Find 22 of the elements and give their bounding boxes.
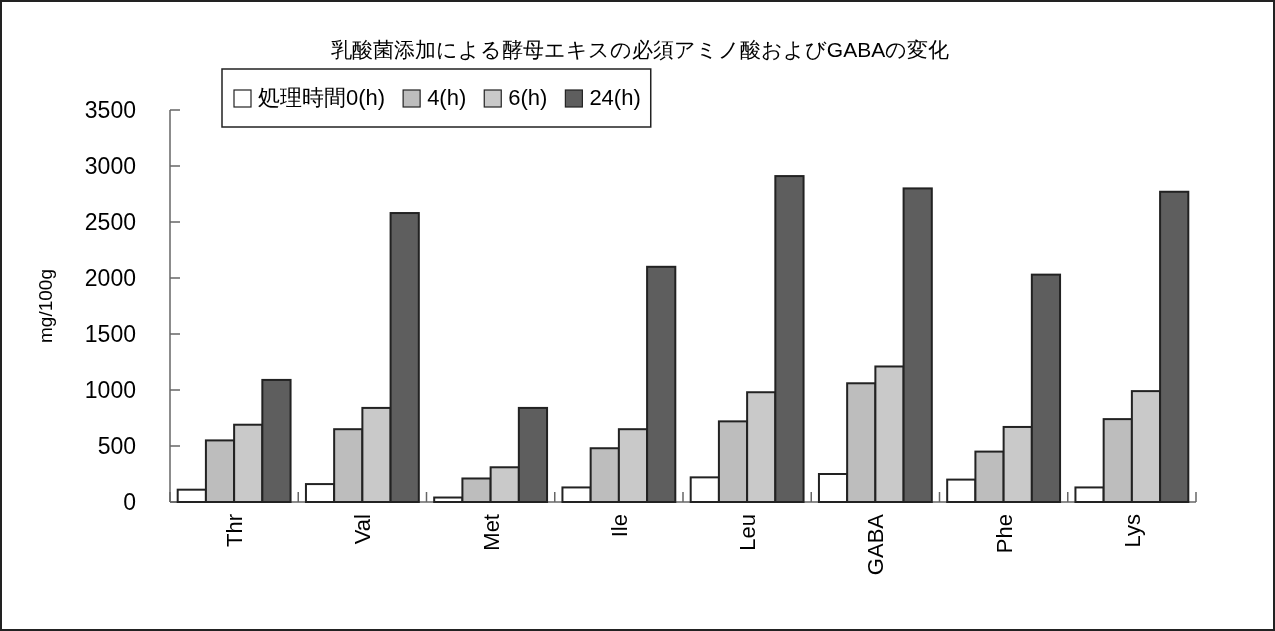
x-tick-label: Leu <box>735 514 761 551</box>
x-tick-label: Lys <box>1119 514 1145 548</box>
x-tick-label: Phe <box>991 514 1017 554</box>
y-tick-label: 1500 <box>84 321 136 347</box>
legend-label: 6(h) <box>508 85 548 110</box>
y-tick-label: 0 <box>123 489 136 515</box>
y-tick-label: 3500 <box>84 97 136 123</box>
y-tick-label: 2500 <box>84 209 136 235</box>
x-tick-label: Thr <box>222 514 248 547</box>
legend-label: 処理時間0(h) <box>258 85 386 110</box>
x-tick-label: GABA <box>863 513 889 576</box>
x-tick-label: Met <box>478 514 504 551</box>
legend-label: 4(h) <box>427 85 467 110</box>
y-tick-label: 2000 <box>84 265 136 291</box>
y-tick-label: 1000 <box>84 377 136 403</box>
y-axis-title: mg/100g <box>35 269 56 343</box>
x-tick-label: Val <box>350 514 376 545</box>
y-tick-label: 3000 <box>84 153 136 179</box>
y-tick-label: 500 <box>97 433 136 459</box>
legend-label: 24(h) <box>589 85 641 110</box>
x-tick-label: Ile <box>606 514 632 538</box>
chart-title: 乳酸菌添加による酵母エキスの必須アミノ酸およびGABAの変化 <box>330 38 950 61</box>
